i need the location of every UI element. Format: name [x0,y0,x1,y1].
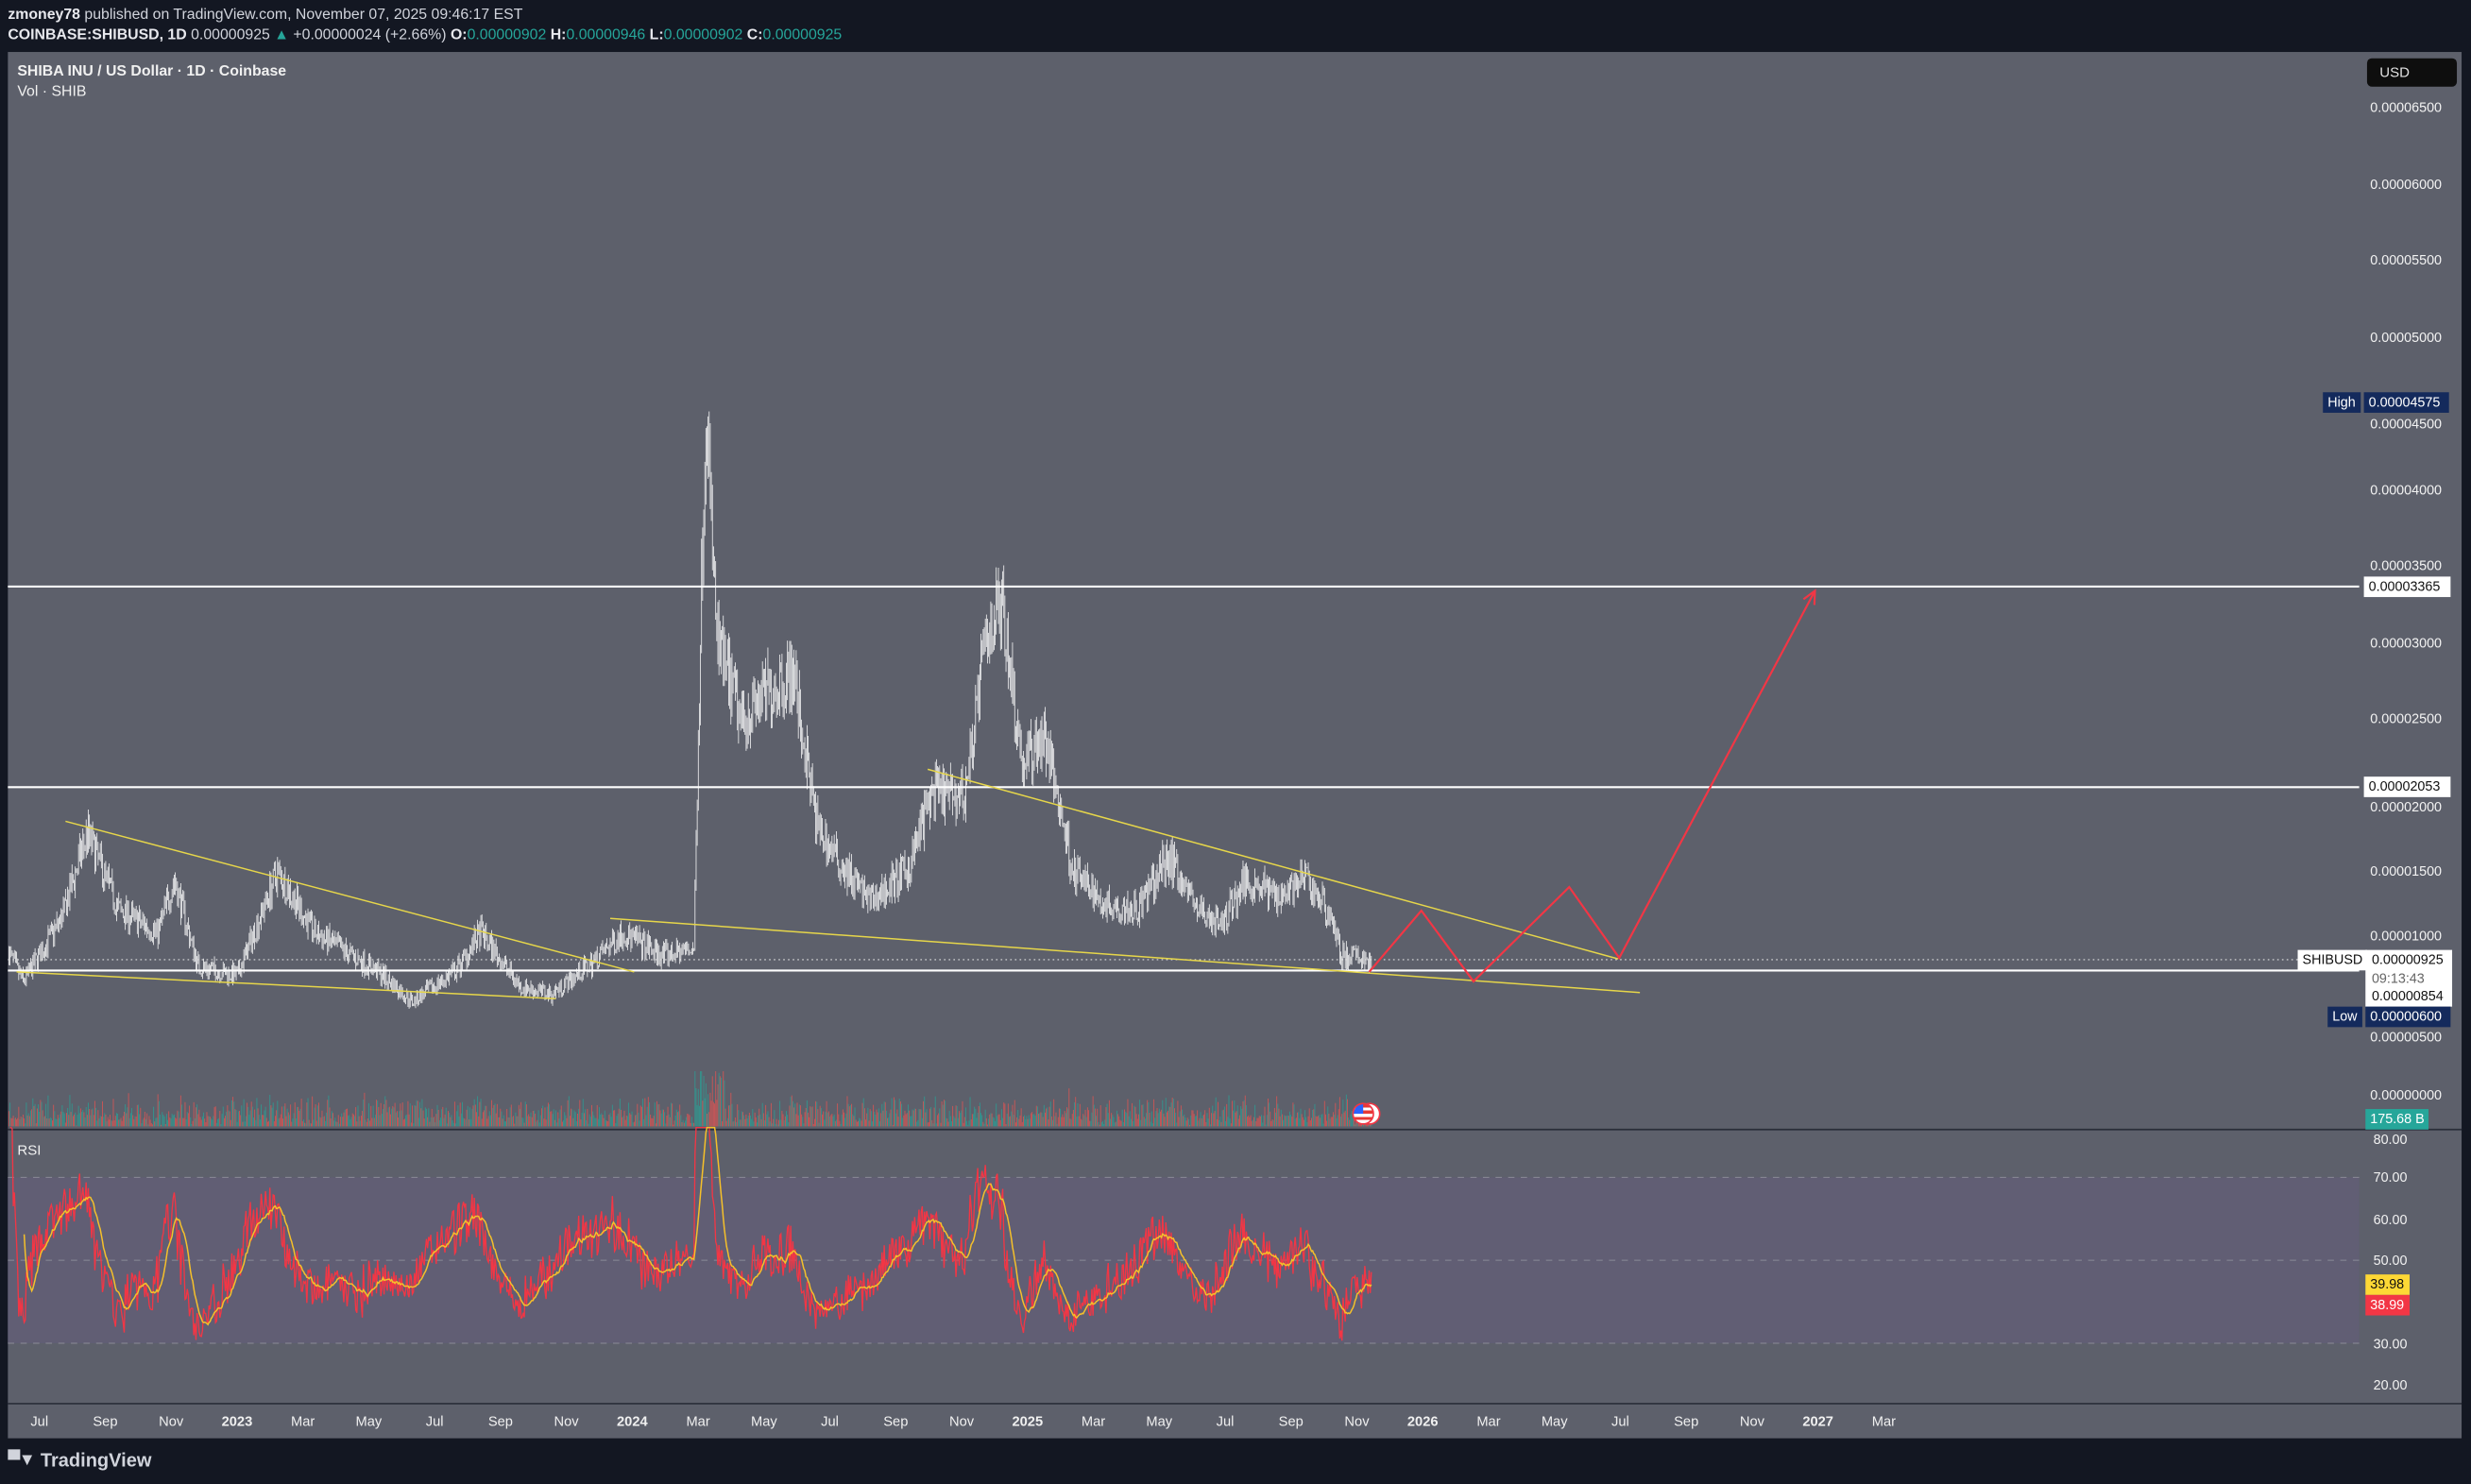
rsi-ma-tag: 39.98 [2365,1274,2410,1295]
high-value: 0.00000946 [566,26,646,44]
time-tick: Mar [686,1412,710,1429]
trendline [609,917,1641,994]
price-tick: 0.00004500 [2370,416,2443,432]
time-tick: May [355,1412,383,1429]
price-tick: 0.00006000 [2370,176,2443,192]
tradingview-logo[interactable]: ▀▼ TradingView [8,1449,151,1471]
time-tick: 2027 [1802,1412,1833,1429]
time-tick: Nov [1344,1412,1370,1429]
time-tick: 2026 [1406,1412,1439,1429]
price-tick: 0.00001500 [2370,863,2443,880]
time-tick: Nov [948,1412,975,1429]
us-flag-event-icon[interactable] [1352,1102,1381,1125]
time-tick: Nov [1739,1412,1764,1429]
low-tag-label: Low [2327,1006,2362,1028]
low-value: 0.00000902 [663,26,743,44]
high-tag-value: 0.00004575 [2363,392,2449,413]
publisher-name[interactable]: zmoney78 [8,6,80,25]
price-tick: 0.00003000 [2370,634,2443,651]
rsi-tick: 50.00 [2373,1252,2408,1269]
trendline [65,820,635,973]
symbol: COINBASE:SHIBUSD, 1D [8,26,187,44]
rsi-tag: 38.99 [2365,1294,2410,1316]
time-tick: Sep [487,1412,513,1429]
high-label: H: [550,26,567,44]
trendline [927,768,1619,960]
price-tick: 0.00000000 [2370,1086,2443,1103]
time-tick: Jul [425,1412,444,1429]
time-tick: Mar [1871,1412,1897,1429]
rsi-legend: RSI [17,1142,42,1158]
projection-arrowhead-icon [1802,588,1816,606]
resistance-2053-tag: 0.00002053 [2363,776,2451,797]
publish-info: zmoney78 published on TradingView.com, N… [8,7,522,24]
time-tick: Jul [30,1412,49,1429]
rsi-tick: 80.00 [2373,1131,2408,1148]
time-tick: May [750,1412,777,1429]
published-text: published on TradingView.com, November 0… [84,6,523,25]
time-tick: 2025 [1012,1412,1044,1429]
low-tag-value: 0.00000600 [2365,1006,2451,1028]
brand-name: TradingView [40,1449,152,1472]
close-label: C: [746,26,763,44]
rsi-line [9,1126,1372,1341]
time-tick: Nov [554,1412,579,1429]
time-tick: Jul [821,1412,839,1429]
open-label: O: [450,26,468,44]
time-tick: Sep [883,1412,909,1429]
volume-tag: 175.68 B [2365,1109,2429,1130]
price-tick: 0.00000500 [2370,1029,2443,1045]
price-tick: 0.00002500 [2370,710,2443,727]
time-tick: Jul [1216,1412,1235,1429]
low-label: L: [649,26,664,44]
chart-title: SHIBA INU / US Dollar · 1D · Coinbase [17,62,287,81]
rsi-tick: 60.00 [2373,1210,2408,1227]
time-tick: Mar [291,1412,315,1429]
price-tick: 0.00002000 [2370,798,2443,815]
price-tick: 0.00003500 [2370,557,2443,574]
price-tick: 0.00006500 [2370,99,2443,115]
price-tick: 0.00004000 [2370,481,2443,498]
trendline [16,971,556,999]
rsi-tick: 30.00 [2373,1335,2408,1352]
bar-countdown: 09:13:43 [2371,970,2425,986]
time-tick: 2023 [221,1412,253,1429]
price-change: +0.00000024 (+2.66%) [293,26,447,44]
resistance-3365-tag: 0.00003365 [2363,576,2451,598]
rsi-tick: 70.00 [2373,1168,2408,1185]
projection-path [1368,589,1816,983]
volume-legend: Vol · SHIB [17,83,87,101]
tradingview-logo-icon: ▀▼ [8,1450,35,1470]
time-tick: May [1146,1412,1173,1429]
time-tick: Mar [1081,1412,1106,1429]
currency-button[interactable]: USD [2366,58,2458,87]
current-price-tag: 0.00000925 [2371,951,2444,967]
symbol-info: COINBASE:SHIBUSD, 1D 0.00000925 ▲ +0.000… [8,26,842,43]
price-tick: 0.00005500 [2370,251,2443,268]
rsi-tick: 20.00 [2373,1376,2408,1393]
close-value: 0.00000925 [762,26,843,44]
up-arrow-icon: ▲ [274,26,289,44]
high-tag-label: High [2323,392,2360,413]
time-tick: May [1541,1412,1568,1429]
symbol-tag: SHIBUSD [2297,949,2368,971]
time-tick: Sep [1278,1412,1304,1429]
rsi-ma-line [23,1126,1372,1326]
time-tick: Sep [1674,1412,1699,1429]
current-price-box: 0.00000925 09:13:43 0.00000854 [2365,949,2453,1007]
time-tick: 2024 [617,1412,648,1429]
time-tick: Mar [1476,1412,1501,1429]
support-854-tag: 0.00000854 [2371,987,2444,1004]
time-tick: Jul [1611,1412,1629,1429]
time-tick: Sep [93,1412,118,1429]
open-value: 0.00000902 [467,26,547,44]
price-tick: 0.00005000 [2370,328,2443,345]
last-price: 0.00000925 [191,26,270,44]
price-tick: 0.00001000 [2370,928,2443,944]
time-tick: Nov [159,1412,184,1429]
